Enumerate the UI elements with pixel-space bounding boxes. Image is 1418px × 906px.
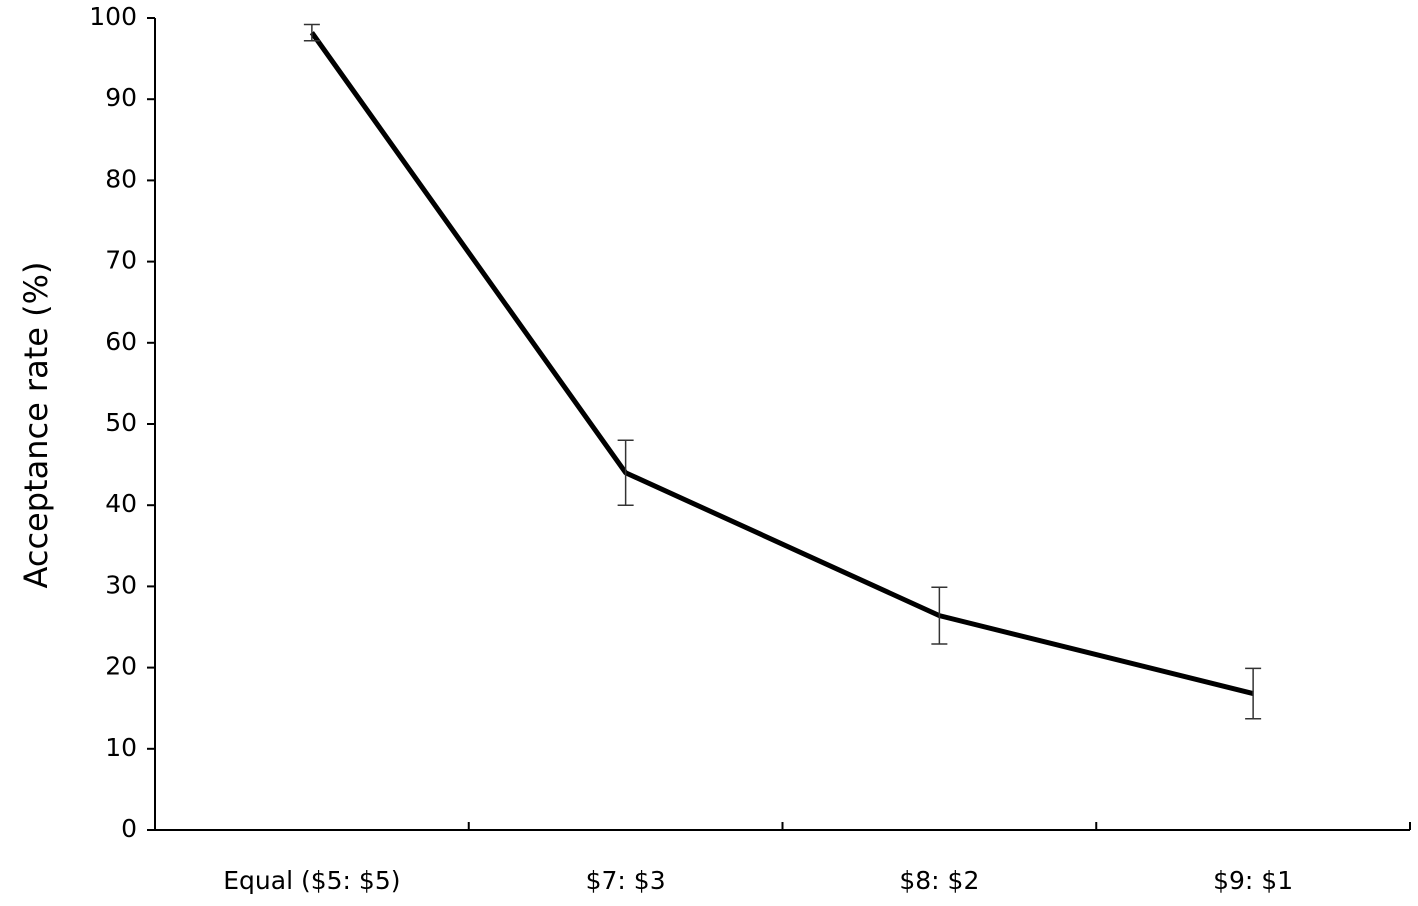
y-tick-label: 50 xyxy=(105,408,137,437)
y-tick-label: 30 xyxy=(105,570,137,599)
error-bar xyxy=(1245,667,1262,720)
x-tick-label: $7: $3 xyxy=(586,866,666,895)
y-axis-title: Acceptance rate (%) xyxy=(17,262,55,589)
y-tick-label: 70 xyxy=(105,246,137,275)
error-bar xyxy=(617,439,634,506)
error-bar xyxy=(303,23,320,42)
y-tick-label: 100 xyxy=(89,2,137,31)
y-tick-label: 60 xyxy=(105,327,137,356)
x-tick-label: $8: $2 xyxy=(899,866,979,895)
y-tick-label: 10 xyxy=(105,733,137,762)
line xyxy=(309,31,1254,697)
error-bar xyxy=(931,586,948,645)
y-tick-label: 20 xyxy=(105,652,137,681)
x-tick-label: Equal ($5: $5) xyxy=(223,866,400,895)
y-tick-label: 80 xyxy=(105,164,137,193)
y-tick-label: 90 xyxy=(105,83,137,112)
x-tick-label: $9: $1 xyxy=(1213,866,1293,895)
y-tick-label: 0 xyxy=(121,814,137,843)
y-tick-label: 40 xyxy=(105,489,137,518)
